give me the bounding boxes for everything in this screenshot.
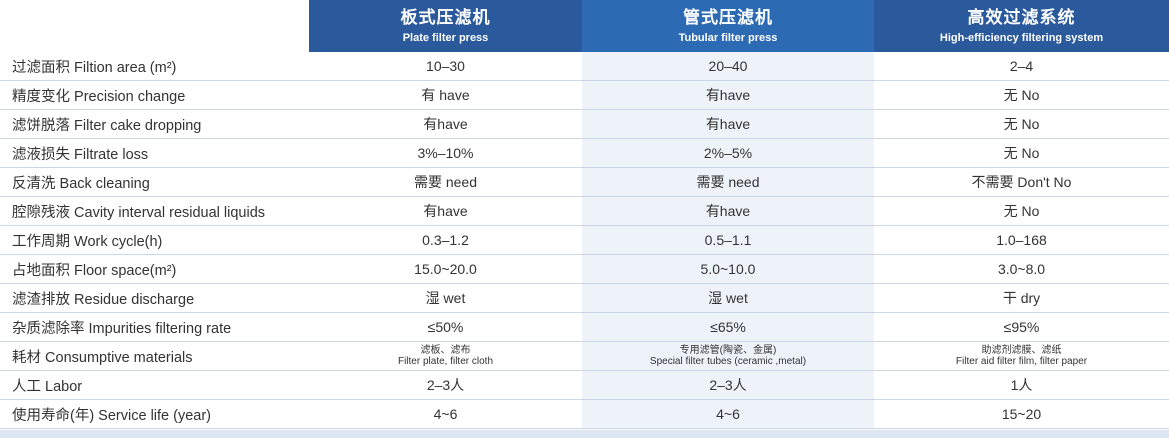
cell-tubular: 5.0~10.0 <box>582 254 874 284</box>
cell-tubular: 有have <box>582 196 874 226</box>
cell-plate: 2–3人 <box>309 370 582 400</box>
cell-tubular: 专用滤管(陶瓷、金属) Special filter tubes (cerami… <box>582 341 874 371</box>
cell-high-efficiency: 2–4 <box>874 52 1169 81</box>
header-cn: 管式压滤机 <box>683 7 773 28</box>
cell-tubular: 0.5–1.1 <box>582 225 874 255</box>
table-row: 过滤面积 Filtion area (m²) 10–30 20–40 2–4 <box>0 52 1169 81</box>
header-cn: 板式压滤机 <box>400 7 491 28</box>
table-row: 腔隙残液 Cavity interval residual liquids 有h… <box>0 196 1169 226</box>
cell-en: Filter aid filter film, filter paper <box>955 356 1088 367</box>
cell-cn: 助滤剂滤膜、滤纸 <box>981 345 1062 356</box>
cell-plate: 0.3–1.2 <box>309 225 582 255</box>
header-high-efficiency-system: 高效过滤系统 High-efficiency filtering system <box>874 0 1169 52</box>
row-label: 占地面积 Floor space(m²) <box>0 254 309 284</box>
cell-plate: 10–30 <box>309 52 582 81</box>
cell-tubular: 湿 wet <box>582 283 874 313</box>
row-label: 精度变化 Precision change <box>0 80 309 110</box>
cell-high-efficiency: 15~20 <box>874 399 1169 429</box>
cell-tubular: 2–3人 <box>582 370 874 400</box>
row-label: 滤饼脱落 Filter cake dropping <box>0 109 309 139</box>
footer-strip <box>0 430 1169 438</box>
cell-tubular: 20–40 <box>582 52 874 81</box>
cell-high-efficiency: ≤95% <box>874 312 1169 342</box>
header-cn: 高效过滤系统 <box>967 7 1076 28</box>
header-en: Tubular filter press <box>678 31 778 44</box>
cell-plate: 3%–10% <box>309 138 582 168</box>
header-en: High-efficiency filtering system <box>939 31 1104 44</box>
header-blank-cell <box>0 0 309 52</box>
comparison-table: 板式压滤机 Plate filter press 管式压滤机 Tubular f… <box>0 0 1169 429</box>
row-label: 过滤面积 Filtion area (m²) <box>0 52 309 81</box>
header-tubular-filter-press: 管式压滤机 Tubular filter press <box>582 0 874 52</box>
cell-high-efficiency: 无 No <box>874 80 1169 110</box>
cell-plate: 有have <box>309 109 582 139</box>
cell-high-efficiency: 无 No <box>874 109 1169 139</box>
cell-tubular: 2%–5% <box>582 138 874 168</box>
table-row: 杂质滤除率 Impurities filtering rate ≤50% ≤65… <box>0 312 1169 342</box>
cell-high-efficiency: 干 dry <box>874 283 1169 313</box>
table-row: 滤饼脱落 Filter cake dropping 有have 有have 无 … <box>0 109 1169 139</box>
row-label: 使用寿命(年) Service life (year) <box>0 399 309 429</box>
row-label: 腔隙残液 Cavity interval residual liquids <box>0 196 309 226</box>
cell-cn: 专用滤管(陶瓷、金属) <box>679 345 777 356</box>
row-label: 滤液损失 Filtrate loss <box>0 138 309 168</box>
cell-high-efficiency: 1人 <box>874 370 1169 400</box>
cell-cn: 滤板、滤布 <box>420 345 471 356</box>
cell-high-efficiency: 无 No <box>874 196 1169 226</box>
cell-tubular: 有have <box>582 80 874 110</box>
cell-en: Special filter tubes (ceramic ,metal) <box>649 356 807 367</box>
row-label: 工作周期 Work cycle(h) <box>0 225 309 255</box>
cell-en: Filter plate, filter cloth <box>397 356 494 367</box>
row-label: 耗材 Consumptive materials <box>0 341 309 371</box>
cell-plate: 湿 wet <box>309 283 582 313</box>
cell-high-efficiency: 无 No <box>874 138 1169 168</box>
table-row: 反清洗 Back cleaning 需要 need 需要 need 不需要 Do… <box>0 167 1169 197</box>
table-row: 滤渣排放 Residue discharge 湿 wet 湿 wet 干 dry <box>0 283 1169 313</box>
cell-high-efficiency: 助滤剂滤膜、滤纸 Filter aid filter film, filter … <box>874 341 1169 371</box>
header-en: Plate filter press <box>402 31 489 44</box>
table-row: 精度变化 Precision change 有 have 有have 无 No <box>0 80 1169 110</box>
table-row: 占地面积 Floor space(m²) 15.0~20.0 5.0~10.0 … <box>0 254 1169 284</box>
header-plate-filter-press: 板式压滤机 Plate filter press <box>309 0 582 52</box>
row-label: 反清洗 Back cleaning <box>0 167 309 197</box>
cell-high-efficiency: 3.0~8.0 <box>874 254 1169 284</box>
table-row: 耗材 Consumptive materials 滤板、滤布 Filter pl… <box>0 341 1169 371</box>
cell-plate: 有have <box>309 196 582 226</box>
cell-plate: ≤50% <box>309 312 582 342</box>
cell-plate: 15.0~20.0 <box>309 254 582 284</box>
table-row: 使用寿命(年) Service life (year) 4~6 4~6 15~2… <box>0 399 1169 429</box>
table-row: 滤液损失 Filtrate loss 3%–10% 2%–5% 无 No <box>0 138 1169 168</box>
cell-high-efficiency: 不需要 Don't No <box>874 167 1169 197</box>
cell-tubular: 需要 need <box>582 167 874 197</box>
cell-plate: 4~6 <box>309 399 582 429</box>
cell-tubular: 4~6 <box>582 399 874 429</box>
cell-high-efficiency: 1.0–168 <box>874 225 1169 255</box>
cell-plate: 有 have <box>309 80 582 110</box>
cell-tubular: ≤65% <box>582 312 874 342</box>
row-label: 滤渣排放 Residue discharge <box>0 283 309 313</box>
row-label: 杂质滤除率 Impurities filtering rate <box>0 312 309 342</box>
row-label: 人工 Labor <box>0 370 309 400</box>
table-row: 人工 Labor 2–3人 2–3人 1人 <box>0 370 1169 400</box>
header-row: 板式压滤机 Plate filter press 管式压滤机 Tubular f… <box>0 0 1169 52</box>
table-row: 工作周期 Work cycle(h) 0.3–1.2 0.5–1.1 1.0–1… <box>0 225 1169 255</box>
cell-tubular: 有have <box>582 109 874 139</box>
cell-plate: 需要 need <box>309 167 582 197</box>
cell-plate: 滤板、滤布 Filter plate, filter cloth <box>309 341 582 371</box>
